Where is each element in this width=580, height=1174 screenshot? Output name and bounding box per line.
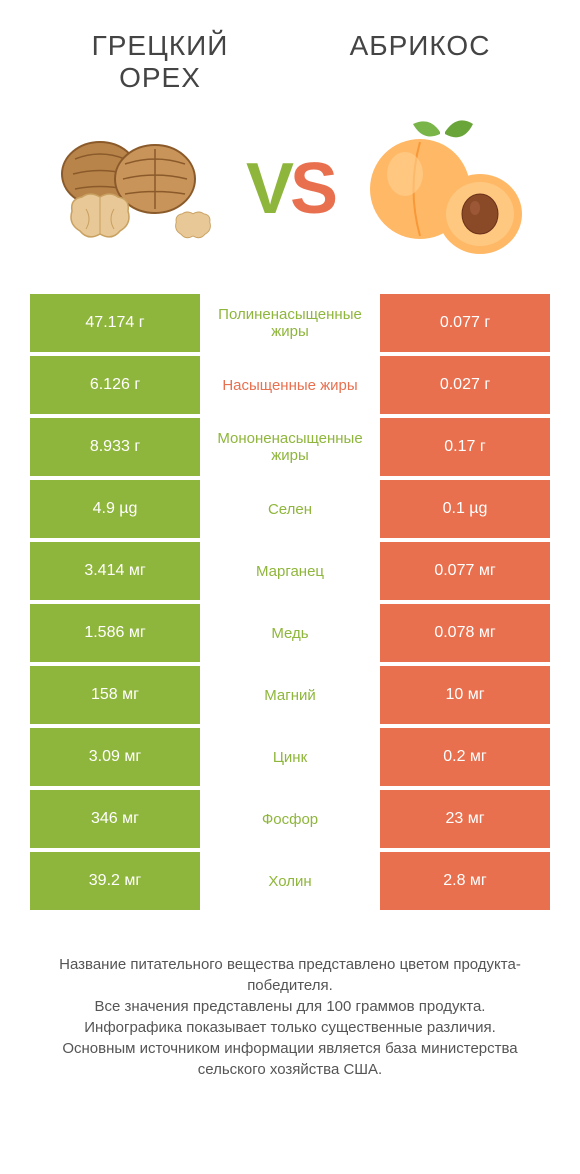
left-value: 158 мг [30,666,200,724]
right-value: 10 мг [380,666,550,724]
left-value: 3.09 мг [30,728,200,786]
table-row: 158 мгМагний10 мг [30,666,550,724]
left-value: 1.586 мг [30,604,200,662]
vs-s: S [290,149,334,229]
right-product-title-wrap: АБРИКОС [320,30,520,62]
nutrient-label: Селен [200,480,380,538]
nutrient-label: Полиненасыщенные жиры [200,294,380,352]
right-value: 0.2 мг [380,728,550,786]
right-value: 0.1 µg [380,480,550,538]
left-product-title: ГРЕЦКИЙ ОРЕХ [60,30,260,94]
right-value: 0.17 г [380,418,550,476]
left-value: 6.126 г [30,356,200,414]
vs-label: VS [246,148,334,230]
left-value: 4.9 µg [30,480,200,538]
footer-line: Основным источником информации является … [30,1038,550,1080]
table-row: 3.414 мгМарганец0.077 мг [30,542,550,600]
nutrient-label: Насыщенные жиры [200,356,380,414]
table-row: 4.9 µgСелен0.1 µg [30,480,550,538]
vs-v: V [246,149,290,229]
table-row: 8.933 гМононенасыщенные жиры0.17 г [30,418,550,476]
left-value: 3.414 мг [30,542,200,600]
header: ГРЕЦКИЙ ОРЕХ АБРИКОС [0,0,580,104]
table-row: 1.586 мгМедь0.078 мг [30,604,550,662]
footer-notes: Название питательного вещества представл… [0,914,580,1100]
right-value: 0.077 г [380,294,550,352]
apricot-icon [340,114,540,264]
right-value: 23 мг [380,790,550,848]
comparison-table: 47.174 гПолиненасыщенные жиры0.077 г6.12… [0,294,580,910]
table-row: 47.174 гПолиненасыщенные жиры0.077 г [30,294,550,352]
right-value: 2.8 мг [380,852,550,910]
right-product-title: АБРИКОС [320,30,520,62]
nutrient-label: Холин [200,852,380,910]
left-product-title-wrap: ГРЕЦКИЙ ОРЕХ [60,30,260,94]
nutrient-label: Мононенасыщенные жиры [200,418,380,476]
left-value: 346 мг [30,790,200,848]
table-row: 346 мгФосфор23 мг [30,790,550,848]
nutrient-label: Цинк [200,728,380,786]
right-value: 0.027 г [380,356,550,414]
table-row: 39.2 мгХолин2.8 мг [30,852,550,910]
right-value: 0.078 мг [380,604,550,662]
nutrient-label: Фосфор [200,790,380,848]
table-row: 6.126 гНасыщенные жиры0.027 г [30,356,550,414]
footer-line: Название питательного вещества представл… [30,954,550,996]
table-row: 3.09 мгЦинк0.2 мг [30,728,550,786]
right-value: 0.077 мг [380,542,550,600]
footer-line: Все значения представлены для 100 граммо… [30,996,550,1017]
hero: VS [0,104,580,294]
left-value: 39.2 мг [30,852,200,910]
left-value: 8.933 г [30,418,200,476]
left-value: 47.174 г [30,294,200,352]
nutrient-label: Магний [200,666,380,724]
nutrient-label: Медь [200,604,380,662]
nutrient-label: Марганец [200,542,380,600]
footer-line: Инфографика показывает только существенн… [30,1017,550,1038]
walnut-icon [40,114,240,264]
